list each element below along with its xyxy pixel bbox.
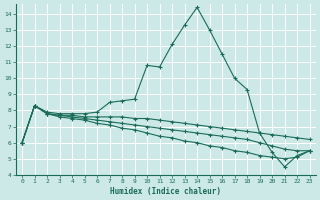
X-axis label: Humidex (Indice chaleur): Humidex (Indice chaleur) [110, 187, 221, 196]
